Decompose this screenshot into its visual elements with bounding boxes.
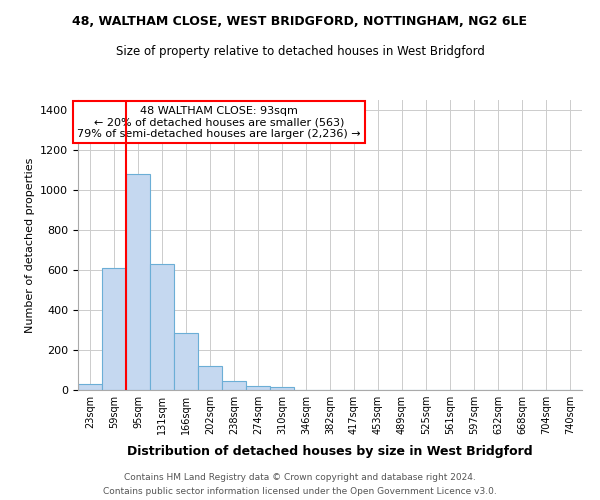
Text: 48, WALTHAM CLOSE, WEST BRIDGFORD, NOTTINGHAM, NG2 6LE: 48, WALTHAM CLOSE, WEST BRIDGFORD, NOTTI… [73,15,527,28]
Bar [198,366,222,390]
Bar [150,264,174,390]
Bar [270,387,294,390]
Bar [102,268,126,390]
Text: Contains HM Land Registry data © Crown copyright and database right 2024.: Contains HM Land Registry data © Crown c… [124,473,476,482]
Text: 48 WALTHAM CLOSE: 93sqm
← 20% of detached houses are smaller (563)
79% of semi-d: 48 WALTHAM CLOSE: 93sqm ← 20% of detache… [77,106,361,139]
Bar [174,333,198,390]
Text: Size of property relative to detached houses in West Bridgford: Size of property relative to detached ho… [116,45,484,58]
Y-axis label: Number of detached properties: Number of detached properties [25,158,35,332]
X-axis label: Distribution of detached houses by size in West Bridgford: Distribution of detached houses by size … [127,446,533,458]
Bar [78,384,102,390]
Bar [222,381,246,390]
Bar [126,174,150,390]
Text: Contains public sector information licensed under the Open Government Licence v3: Contains public sector information licen… [103,486,497,496]
Bar [246,386,270,390]
